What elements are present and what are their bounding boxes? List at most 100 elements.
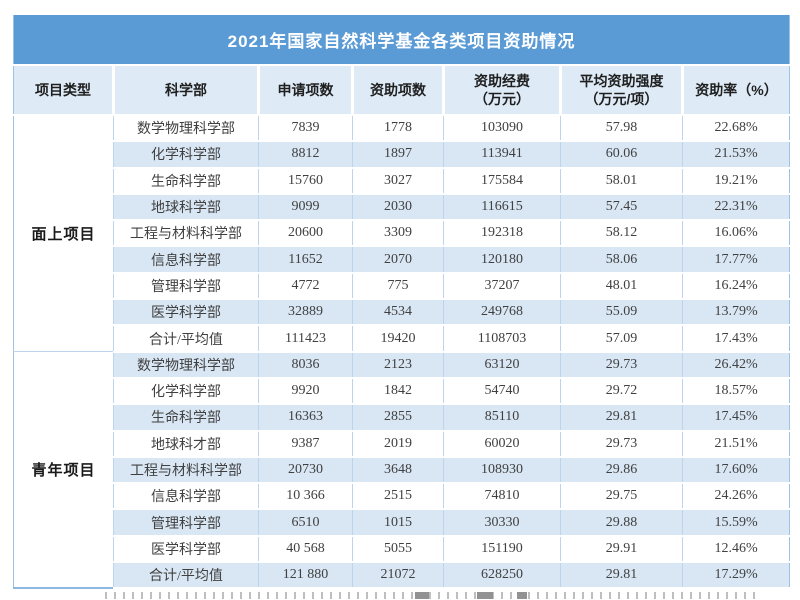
cell-funding-amount: 30330 (443, 509, 561, 537)
cell-applications: 10 366 (258, 483, 353, 511)
cell-avg-intensity: 29.72 (560, 377, 683, 406)
project-type-cell: 面上项目 (13, 115, 114, 353)
cell-avg-intensity: 48.01 (560, 272, 683, 301)
column-header-0: 项目类型 (13, 65, 115, 116)
cell-avg-intensity: 60.06 (560, 141, 683, 169)
cell-funding-amount: 74810 (443, 483, 561, 511)
cell-department: 数学物理科学部 (113, 115, 259, 143)
cell-funded-count: 1897 (352, 141, 444, 169)
cell-avg-intensity: 55.09 (560, 299, 683, 327)
column-header-2: 申请项数 (258, 65, 354, 116)
cell-avg-intensity: 58.12 (560, 220, 683, 248)
table-row: 工程与材料科学部 20730 3648 108930 29.86 17.60% (14, 456, 790, 485)
table-row: 合计/平均值 111423 19420 1108703 57.09 17.43% (14, 325, 790, 353)
table-row: 青年项目 数学物理科学部 8036 2123 63120 29.73 26.42% (13, 351, 790, 589)
cell-funded-count: 2515 (352, 483, 444, 511)
cell-department: 管理科学部 (113, 509, 259, 537)
cell-avg-intensity: 58.01 (560, 167, 683, 195)
cell-applications: 40 568 (258, 535, 353, 564)
cell-avg-intensity: 57.98 (560, 115, 683, 143)
cell-applications: 9920 (258, 377, 353, 406)
column-header-label: 资助经费 (474, 72, 530, 89)
table-row: 管理科学部 6510 1015 30330 29.88 15.59% (14, 509, 790, 537)
cell-applications: 7839 (258, 115, 353, 143)
title-row: 2021年国家自然科学基金各类项目资助情况 (13, 15, 790, 66)
cell-funding-amount: 60020 (443, 430, 561, 458)
cell-department: 地球科学部 (113, 193, 259, 222)
cell-funded-count: 2070 (352, 246, 444, 274)
cell-applications: 9387 (258, 430, 353, 458)
cell-avg-intensity: 29.73 (560, 351, 683, 379)
cell-funding-rate: 17.45% (682, 404, 790, 432)
cell-funded-count: 3648 (352, 456, 444, 485)
cell-funding-rate: 22.68% (682, 115, 790, 143)
cell-funded-count: 3309 (352, 220, 444, 248)
cell-department: 数学物理科学部 (113, 351, 259, 379)
table-row: 化学科学部 8812 1897 113941 60.06 21.53% (14, 141, 790, 169)
cell-funding-amount: 1108703 (443, 325, 561, 353)
column-header-label: 申请项数 (277, 81, 334, 98)
cell-applications: 111423 (258, 325, 353, 353)
cell-department: 管理科学部 (113, 272, 259, 301)
cell-funding-amount: 628250 (443, 562, 561, 590)
funding-table-wrapper: 2021年国家自然科学基金各类项目资助情况 项目类型 科学部 申请项数 资助项数 资助经… (13, 15, 791, 590)
cell-department: 医学科学部 (113, 535, 259, 564)
column-header-6: 资助率（%） (682, 65, 790, 116)
table-row: 医学科学部 32889 4534 249768 55.09 13.79% (14, 299, 790, 327)
cell-funding-amount: 249768 (443, 299, 561, 327)
cell-department: 工程与材料科学部 (113, 456, 259, 485)
cell-department: 化学科学部 (113, 141, 259, 169)
funding-table: 2021年国家自然科学基金各类项目资助情况 项目类型 科学部 申请项数 资助项数 资助经… (13, 15, 791, 590)
cell-funding-rate: 16.24% (682, 272, 790, 301)
cell-avg-intensity: 57.09 (560, 325, 683, 353)
cell-funding-amount: 151190 (443, 535, 561, 564)
cell-applications: 4772 (258, 272, 353, 301)
cell-funded-count: 21072 (352, 562, 444, 590)
cell-applications: 16363 (258, 404, 353, 432)
cell-department: 医学科学部 (113, 299, 259, 327)
cell-department: 合计/平均值 (113, 325, 259, 353)
cell-funded-count: 2123 (352, 351, 444, 379)
cell-avg-intensity: 29.86 (560, 456, 683, 485)
cell-funding-amount: 103090 (443, 115, 561, 143)
cell-funding-rate: 22.31% (682, 193, 790, 222)
table-title: 2021年国家自然科学基金各类项目资助情况 (13, 15, 790, 66)
cell-funded-count: 4534 (352, 299, 444, 327)
cell-funding-rate: 17.60% (682, 456, 790, 485)
table-row: 信息科学部 10 366 2515 74810 29.75 24.26% (14, 483, 790, 511)
project-type-cell: 青年项目 (13, 351, 114, 589)
table-row: 生命科学部 15760 3027 175584 58.01 19.21% (14, 167, 790, 195)
cell-applications: 20730 (258, 456, 353, 485)
cell-funded-count: 5055 (352, 535, 444, 564)
cell-funded-count: 1842 (352, 377, 444, 406)
cell-department: 工程与材料科学部 (113, 220, 259, 248)
table-row: 信息科学部 11652 2070 120180 58.06 17.77% (14, 246, 790, 274)
cell-department: 化学科学部 (113, 377, 259, 406)
table-row: 管理科学部 4772 775 37207 48.01 16.24% (14, 272, 790, 301)
cell-funding-amount: 116615 (443, 193, 561, 222)
cell-applications: 32889 (258, 299, 353, 327)
table-row: 地球科才部 9387 2019 60020 29.73 21.51% (14, 430, 790, 458)
cell-funding-amount: 108930 (443, 456, 561, 485)
column-header-label: 科学部 (165, 81, 207, 98)
table-row: 生命科学部 16363 2855 85110 29.81 17.45% (14, 404, 790, 432)
cell-applications: 20600 (258, 220, 353, 248)
cell-department: 信息科学部 (113, 483, 259, 511)
cell-avg-intensity: 29.75 (560, 483, 683, 511)
cell-funded-count: 1015 (352, 509, 444, 537)
cell-avg-intensity: 29.88 (560, 509, 683, 537)
caption-bold-mark (517, 592, 527, 599)
cell-avg-intensity: 57.45 (560, 193, 683, 222)
cell-avg-intensity: 29.81 (560, 562, 683, 590)
column-header-1: 科学部 (113, 65, 260, 116)
cell-applications: 15760 (258, 167, 353, 195)
cell-funding-rate: 16.06% (682, 220, 790, 248)
cell-funding-rate: 19.21% (682, 167, 790, 195)
cell-funded-count: 3027 (352, 167, 444, 195)
table-row: 合计/平均值 121 880 21072 628250 29.81 17.29% (14, 562, 790, 590)
cell-funding-rate: 15.59% (682, 509, 790, 537)
cell-funding-amount: 113941 (443, 141, 561, 169)
cell-avg-intensity: 29.91 (560, 535, 683, 564)
cell-applications: 121 880 (258, 562, 353, 590)
